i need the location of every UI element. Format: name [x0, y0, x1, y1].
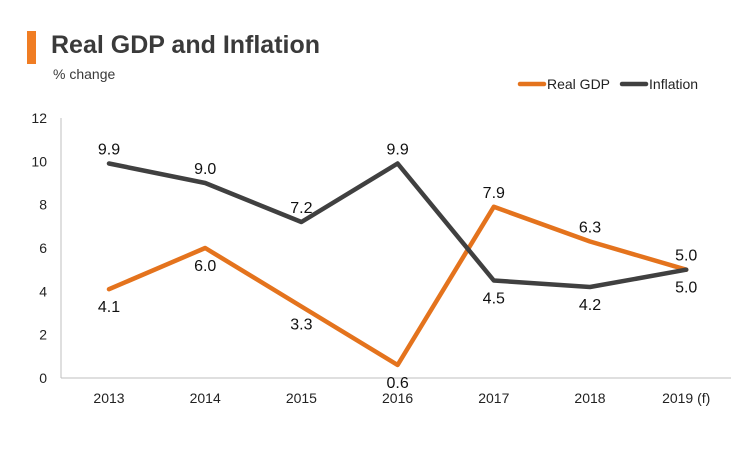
series-line-inflation	[106, 161, 689, 290]
data-label-inflation: 9.9	[386, 142, 408, 159]
x-tick-label: 2016	[382, 390, 413, 406]
data-label-real-gdp: 4.1	[98, 299, 120, 316]
data-label-real-gdp: 0.6	[386, 375, 408, 392]
x-tick-label: 2015	[286, 390, 317, 406]
chart-title: Real GDP and Inflation	[51, 31, 321, 59]
x-tick-label: 2017	[478, 390, 509, 406]
data-label-real-gdp: 7.9	[483, 185, 505, 202]
y-tick-label: 0	[39, 370, 47, 386]
x-tick-label: 2014	[190, 390, 221, 406]
y-tick-label: 4	[39, 283, 47, 299]
data-label-real-gdp: 3.3	[290, 317, 312, 334]
data-label-inflation: 5.0	[675, 280, 697, 297]
data-label-inflation: 9.9	[98, 142, 120, 159]
data-label-inflation: 4.2	[579, 297, 601, 314]
data-label-real-gdp: 5.0	[675, 248, 697, 265]
data-label-real-gdp: 6.3	[579, 220, 601, 237]
y-tick-label: 10	[31, 153, 47, 169]
y-tick-label: 8	[39, 197, 47, 213]
series-line-real-gdp	[106, 204, 689, 368]
data-label-inflation: 9.0	[194, 161, 216, 178]
chart-subtitle: % change	[53, 66, 116, 82]
data-label-real-gdp: 6.0	[194, 258, 216, 275]
y-tick-label: 12	[31, 110, 47, 126]
legend-label-real-gdp: Real GDP	[547, 76, 610, 92]
x-tick-label: 2018	[574, 390, 605, 406]
x-tick-label: 2019 (f)	[662, 390, 710, 406]
data-label-inflation: 7.2	[290, 200, 312, 217]
y-tick-label: 6	[39, 240, 47, 256]
legend-label-inflation: Inflation	[649, 76, 698, 92]
data-label-inflation: 4.5	[483, 291, 505, 308]
x-tick-label: 2013	[93, 390, 124, 406]
title-accent-bar	[27, 31, 36, 64]
y-tick-label: 2	[39, 327, 47, 343]
